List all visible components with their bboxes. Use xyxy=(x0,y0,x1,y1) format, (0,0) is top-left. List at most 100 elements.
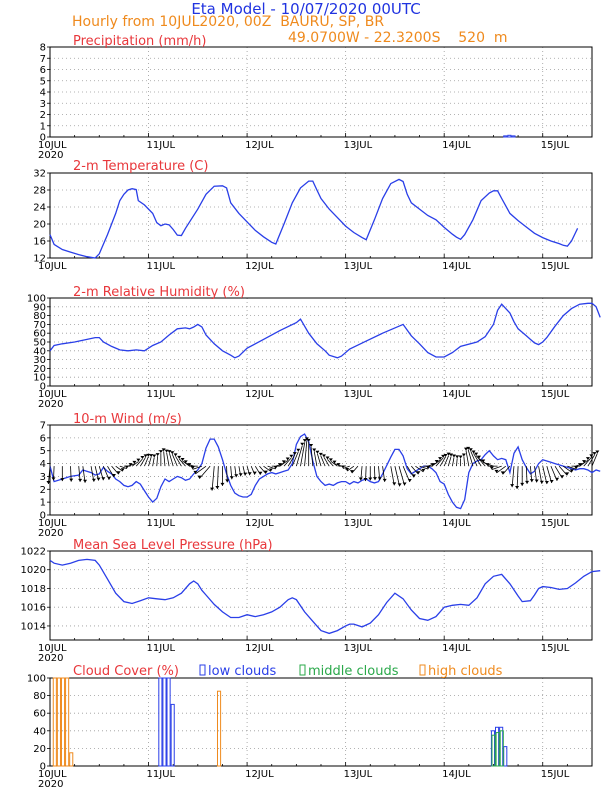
wind-vector xyxy=(463,456,466,467)
wind-vector xyxy=(171,454,178,467)
wind-vector-head xyxy=(592,452,597,456)
wind-vector-head xyxy=(247,472,252,476)
wind-vector-head xyxy=(525,480,530,484)
wind-vector xyxy=(287,454,296,467)
wind-vector xyxy=(398,466,405,486)
wind-vector xyxy=(267,465,276,470)
y-tick-label: 2 xyxy=(40,110,46,121)
wind-vector xyxy=(351,465,359,474)
plot-frame xyxy=(49,677,593,767)
wind-vector-head xyxy=(489,466,494,470)
wind-vector xyxy=(135,458,143,467)
x-tick-label: 10JUL xyxy=(38,261,67,272)
x-tick-label: 14JUL xyxy=(442,518,471,529)
wind-vector-head xyxy=(392,482,397,486)
x-tick-label: 10JUL xyxy=(38,140,67,151)
wind-vector xyxy=(211,466,215,491)
wind-vector-head xyxy=(441,454,446,458)
wind-vector-head xyxy=(69,478,74,482)
wind-vector xyxy=(144,456,149,467)
panel-wind: 0 1 2 3 4 5 67 10JUL2020 11JUL 12JUL 13JUL 14JUL 15J… xyxy=(38,412,601,539)
panel-title-mslp: Mean Sea Level Pressure (hPa) xyxy=(73,538,273,553)
bar-cloud xyxy=(56,677,61,767)
y-tick-label: 16 xyxy=(33,237,46,248)
wind-vector-head xyxy=(529,479,534,483)
wind-vector-head xyxy=(177,455,182,459)
bar-precip xyxy=(511,135,516,138)
x-tick-label: 11JUL xyxy=(147,643,176,654)
wind-vector-head xyxy=(363,478,368,482)
wind-vector-head xyxy=(120,468,125,472)
legend-label: high clouds xyxy=(428,664,503,679)
x-tick-label: 14JUL xyxy=(442,389,471,400)
wind-vector-head xyxy=(416,471,421,475)
wind-vector-head xyxy=(285,457,290,461)
y-tick-label: 30 xyxy=(33,355,46,366)
x-tick-label: 12JUL xyxy=(245,261,274,272)
y-tick-label: 40 xyxy=(33,726,46,737)
wind-vector xyxy=(558,465,568,476)
panel-title-precip: Precipitation (mm/h) xyxy=(73,34,206,49)
bar-cloud xyxy=(495,732,500,767)
x-year-label: 2020 xyxy=(38,150,63,161)
wind-vector-head xyxy=(300,442,305,446)
y-tick-label: 0 xyxy=(40,511,46,522)
wind-vector-head xyxy=(539,480,544,484)
wind-vector xyxy=(317,453,322,467)
wind-vector-head xyxy=(170,451,175,455)
wind-vector xyxy=(313,451,318,467)
wind-vector xyxy=(591,453,598,467)
y-tick-label: 28 xyxy=(33,186,46,197)
wind-vector-head xyxy=(289,454,294,458)
y-tick-label: 6 xyxy=(40,433,46,444)
wind-vector-head xyxy=(292,452,297,456)
panel-title-temp: 2-m Temperature (C) xyxy=(73,159,208,174)
y-tick-label: 70 xyxy=(33,320,46,331)
wind-vector-head xyxy=(281,460,286,464)
wind-vector xyxy=(216,466,219,490)
wind-vector xyxy=(587,454,595,467)
x-tick-label: 14JUL xyxy=(442,261,471,272)
wind-vector xyxy=(567,465,577,470)
wind-vector xyxy=(279,460,288,467)
wind-vector xyxy=(431,459,441,467)
wind-vector-head xyxy=(128,463,133,467)
wind-vector-head xyxy=(173,453,178,457)
wind-vector-head xyxy=(315,450,320,454)
x-tick-label: 14JUL xyxy=(442,643,471,654)
wind-vector xyxy=(456,458,458,467)
wind-vector-head xyxy=(78,478,83,482)
wind-vector-head xyxy=(520,482,525,486)
panel-cloud: 0 20 40 60 80 100 10JUL2020 11JUL 12JUL 13JUL 14JU… xyxy=(27,664,593,790)
wind-vector xyxy=(119,465,127,470)
panel-mslp: 1014 1016 1018 1020 1022 10JUL2020 11JUL 12JUL 1… xyxy=(21,538,601,664)
wind-vector xyxy=(491,465,502,471)
wind-vector xyxy=(496,465,507,474)
y-tick-label: 1018 xyxy=(21,584,46,595)
wind-vector-head xyxy=(83,479,88,483)
x-tick-label: 13JUL xyxy=(344,261,373,272)
y-tick-label: 3 xyxy=(40,99,46,110)
wind-vector-head xyxy=(312,448,317,452)
plot-frame xyxy=(49,550,593,641)
y-tick-label: 1 xyxy=(40,121,46,132)
wind-vector-head xyxy=(46,481,51,485)
y-tick-label: 60 xyxy=(33,329,46,340)
wind-vector-head xyxy=(455,455,460,459)
bar-cloud xyxy=(60,677,66,767)
y-tick-label: 80 xyxy=(33,311,46,322)
wind-vector-head xyxy=(193,470,198,474)
wind-vector-head xyxy=(164,449,169,453)
wind-vector xyxy=(475,455,486,467)
x-tick-label: 15JUL xyxy=(541,643,570,654)
y-tick-label: 80 xyxy=(33,691,46,702)
x-tick-label: 15JUL xyxy=(541,261,570,272)
chart-title: Eta Model - 10/07/2020 00UTC xyxy=(191,0,421,18)
wind-vector xyxy=(139,457,146,467)
wind-vector-head xyxy=(60,478,65,482)
x-tick-label: 14JUL xyxy=(442,140,471,151)
wind-vector xyxy=(394,466,401,487)
wind-vector-head xyxy=(358,477,363,481)
wind-vector xyxy=(111,465,119,475)
